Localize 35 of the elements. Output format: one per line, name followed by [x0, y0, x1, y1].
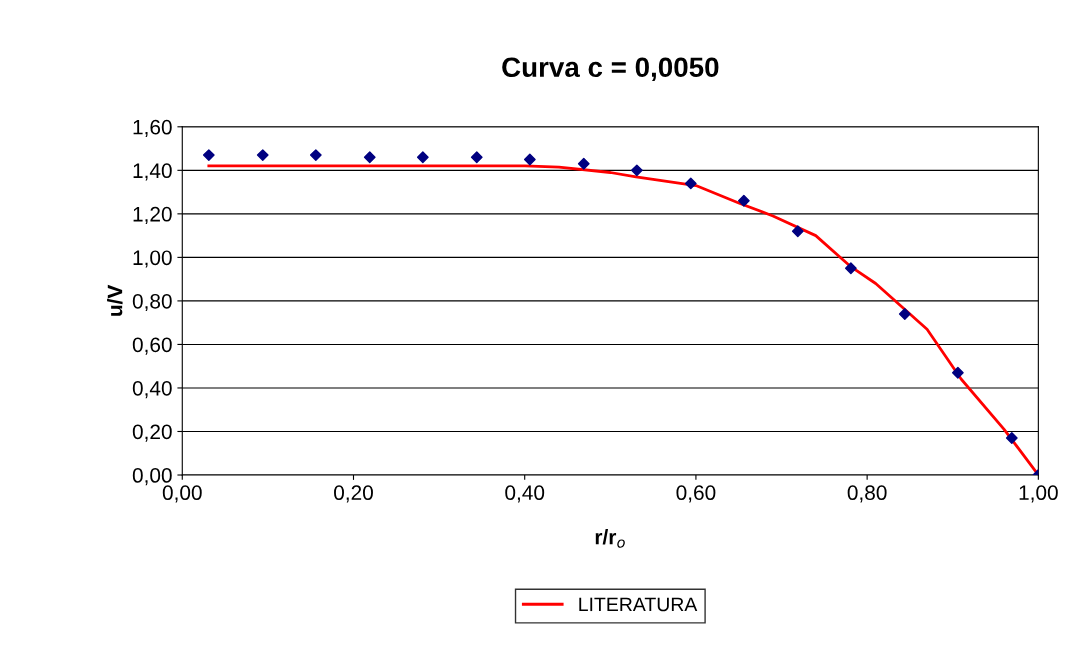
- y-axis-title: u/V: [107, 284, 123, 316]
- point: [309, 149, 322, 161]
- y-tick-label: 0,20: [132, 424, 172, 442]
- point: [1005, 432, 1018, 444]
- point: [630, 164, 643, 177]
- point: [523, 153, 536, 166]
- x-tick-label: 1,00: [1019, 485, 1058, 503]
- point: [256, 149, 269, 161]
- chart-title: Curva c = 0,0050: [502, 57, 719, 82]
- y-tick-label: 1,60: [133, 119, 172, 138]
- y-tick-label: 1,20: [133, 206, 172, 225]
- point: [791, 225, 804, 238]
- point: [577, 157, 590, 170]
- y-tick-label: 0,40: [132, 380, 172, 399]
- y-tick-label: 1,00: [133, 250, 172, 268]
- point: [202, 149, 215, 161]
- y-tick-label: 0,80: [132, 293, 172, 312]
- x-tick-label: 0,80: [847, 485, 887, 503]
- y-tick-label: 0,00: [132, 468, 172, 486]
- point: [416, 151, 429, 164]
- point: [951, 366, 964, 379]
- y-tick-label: 1,40: [133, 163, 172, 181]
- x-axis-title: r/r$_{o}$: [595, 529, 625, 548]
- x-tick-label: 0,40: [505, 485, 545, 503]
- x-tick-label: 0,60: [676, 485, 716, 503]
- point: [363, 151, 376, 164]
- point: [844, 262, 857, 275]
- point: [898, 308, 911, 320]
- legend-label: LITERATURA: [579, 597, 698, 612]
- y-tick-label: 0,60: [132, 337, 172, 355]
- x-tick-label: 0,20: [334, 485, 373, 503]
- point: [684, 177, 697, 190]
- x-tick-label: 0,00: [162, 485, 202, 503]
- point: [737, 194, 750, 207]
- point: [470, 151, 483, 164]
